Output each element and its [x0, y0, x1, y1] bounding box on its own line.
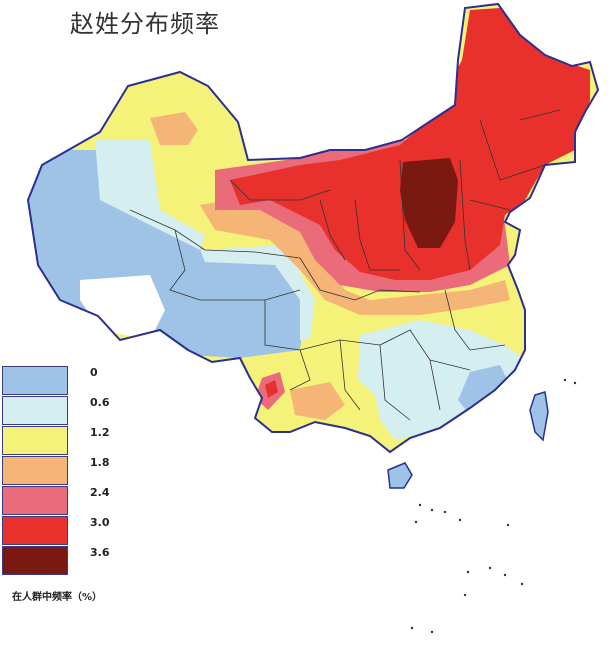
zone-0-fujian — [458, 365, 510, 415]
legend-swatch-0 — [2, 366, 68, 395]
legend-label-6: 3.6 — [90, 546, 110, 559]
legend-swatch-4 — [2, 486, 68, 515]
zone-06-tibet-edge — [200, 245, 315, 340]
legend-label-2: 1.2 — [90, 426, 110, 439]
legend-swatch-6 — [2, 546, 68, 575]
china-national-border — [26, 2, 600, 454]
province-borders — [129, 109, 561, 421]
legend-swatch-3 — [2, 456, 68, 485]
legend-swatch-5 — [2, 516, 68, 545]
legend-label-4: 2.4 — [90, 486, 110, 499]
hainan-island — [387, 462, 413, 489]
legend-label-5: 3.0 — [90, 516, 110, 529]
zone-36-shanxi — [400, 158, 458, 248]
legend-label-0: 0 — [90, 366, 98, 379]
zone-18-xinjiang — [150, 112, 198, 145]
south-sea-islands — [410, 378, 577, 634]
legend-row: 3.6 — [0, 546, 130, 576]
legend-swatch-1 — [2, 396, 68, 425]
taiwan-island — [529, 391, 549, 442]
zone-30-yunnan — [265, 380, 278, 398]
legend: 0 0.6 1.2 1.8 2.4 3.0 3.6 — [0, 366, 130, 576]
zone-30-core — [230, 8, 590, 280]
zone-06-northwest — [95, 140, 205, 250]
map-title: 赵姓分布频率 — [70, 10, 220, 38]
legend-caption: 在人群中频率（%） — [12, 592, 103, 603]
zone-18-neimeng — [435, 60, 458, 88]
legend-label-3: 1.8 — [90, 456, 110, 469]
zone-06-south — [358, 320, 525, 440]
legend-row: 1.2 — [0, 426, 130, 456]
legend-row: 0.6 — [0, 396, 130, 426]
legend-row: 3.0 — [0, 516, 130, 546]
zone-nodata-tibet — [80, 275, 165, 340]
legend-row: 1.8 — [0, 456, 130, 486]
legend-swatch-2 — [2, 426, 68, 455]
legend-label-1: 0.6 — [90, 396, 110, 409]
zone-18-northbelt — [200, 195, 510, 315]
legend-row: 2.4 — [0, 486, 130, 516]
legend-row: 0 — [0, 366, 130, 396]
zone-18-yunnan — [290, 382, 345, 420]
